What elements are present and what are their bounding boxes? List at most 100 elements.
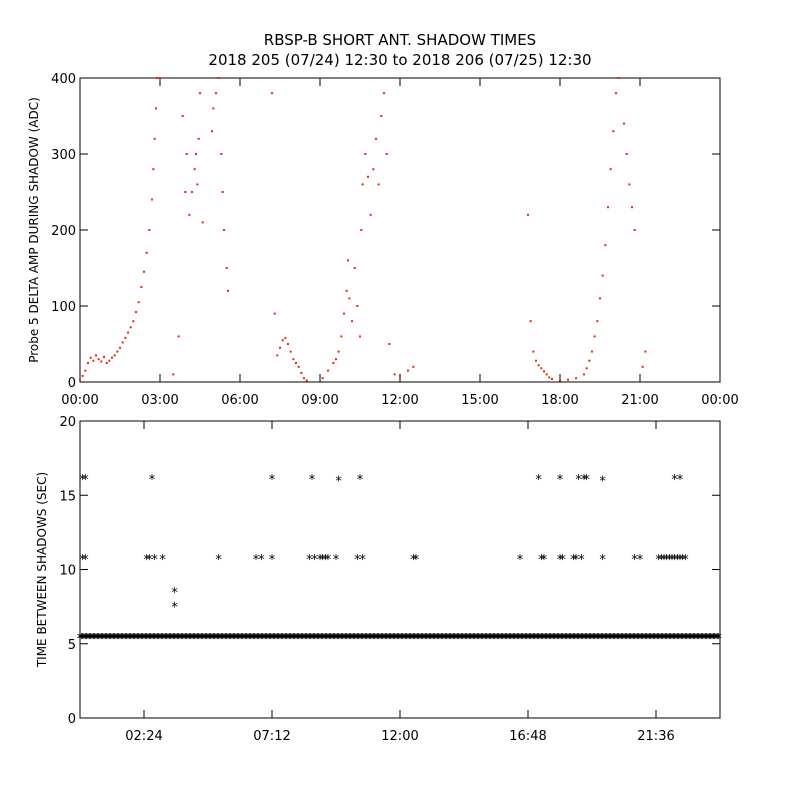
panel-1-y-tick-label: 400	[51, 72, 76, 87]
panel-2-baseline-point: *	[277, 632, 284, 647]
panel-2-data-point: *	[306, 553, 313, 568]
panel-2-baseline-point: *	[399, 632, 406, 647]
panel-2-baseline-point: *	[273, 632, 280, 647]
panel-2-baseline-point: *	[410, 632, 417, 647]
panel-2-baseline-point: *	[625, 632, 632, 647]
panel-2-baseline-point: *	[390, 632, 397, 647]
panel-2-data-point: *	[171, 586, 178, 601]
panel-1-data-point	[625, 153, 628, 155]
panel-2-baseline-point: *	[223, 632, 230, 647]
panel-2-baseline-point: *	[650, 632, 657, 647]
panel-2-baseline-point: *	[590, 632, 597, 647]
panel-2-baseline-point: *	[690, 632, 697, 647]
panel-2-baseline-point: *	[97, 632, 104, 647]
panel-2-baseline-point: *	[659, 632, 666, 647]
panel-2-baseline-point: *	[137, 632, 144, 647]
panel-2-baseline-point: *	[601, 632, 608, 647]
panel-2-baseline-point: *	[603, 632, 610, 647]
panel-1-data-point	[585, 367, 588, 370]
panel-1-data-point	[281, 339, 284, 342]
panel-2-baseline-point: *	[145, 632, 152, 647]
panel-2-baseline-point: *	[442, 632, 449, 647]
panel-2-baseline-point: *	[409, 632, 416, 647]
panel-1-data-point	[351, 320, 353, 323]
panel-1-data-point	[399, 374, 401, 377]
panel-2-baseline-point: *	[577, 632, 584, 647]
panel-2-baseline-point: *	[127, 632, 134, 647]
panel-2-data-point: *	[658, 553, 665, 568]
panel-2-baseline-point: *	[669, 632, 676, 647]
panel-2-baseline-point: *	[329, 632, 336, 647]
panel-2-baseline-point: *	[83, 632, 90, 647]
panel-1-data-point	[372, 168, 375, 171]
panel-2-baseline-point: *	[151, 632, 158, 647]
panel-1-data-point	[623, 122, 625, 125]
panel-2-baseline-point: *	[227, 632, 234, 647]
panel-2-data-point: *	[538, 553, 545, 568]
panel-2-baseline-point: *	[615, 632, 622, 647]
panel-1-data-point	[289, 350, 292, 353]
panel-2-baseline-point: *	[171, 632, 178, 647]
panel-2-baseline-point: *	[275, 632, 282, 647]
panel-2-data-point: *	[143, 553, 150, 568]
panel-2-baseline-point: *	[309, 632, 316, 647]
panel-1-data-point	[385, 153, 388, 155]
panel-2-baseline-point: *	[291, 632, 298, 647]
panel-2-baseline-point: *	[545, 632, 552, 647]
panel-2-y-tick-label: 10	[59, 564, 76, 579]
panel-2-baseline-point: *	[327, 632, 334, 647]
panel-2-baseline-point: *	[361, 632, 368, 647]
panel-2-baseline-point: *	[165, 632, 172, 647]
panel-1-data-point	[201, 221, 204, 224]
panel-2-baseline-point: *	[243, 632, 250, 647]
panel-2-baseline-point: *	[455, 632, 462, 647]
panel-1-data-point	[327, 369, 329, 372]
panel-2-baseline-point: *	[314, 632, 321, 647]
panel-2-baseline-point: *	[479, 632, 486, 647]
panel-2-baseline-point: *	[175, 632, 182, 647]
panel-1-data-point	[217, 77, 220, 79]
panel-2-baseline-point: *	[658, 632, 665, 647]
panel-1-data-point	[353, 267, 356, 269]
panel-1-data-point	[641, 365, 644, 368]
panel-2-baseline-point: *	[302, 632, 309, 647]
panel-2-baseline-point: *	[117, 632, 124, 647]
panel-2-baseline-point: *	[130, 632, 137, 647]
panel-2-data-point: *	[319, 553, 326, 568]
panel-2-baseline-point: *	[654, 632, 661, 647]
panel-2-baseline-point: *	[715, 632, 722, 647]
panel-2-baseline-point: *	[385, 632, 392, 647]
panel-2-baseline-point: *	[222, 632, 229, 647]
panel-2-data-point: *	[559, 553, 566, 568]
panel-2-baseline-point: *	[553, 632, 560, 647]
panel-1-data-point	[337, 350, 340, 353]
panel-1-data-point	[559, 379, 561, 382]
panel-2-baseline-point: *	[513, 632, 520, 647]
panel-2-data-point: *	[215, 553, 222, 568]
panel-2-baseline-point: *	[583, 632, 590, 647]
panel-2-baseline-point: *	[89, 632, 96, 647]
panel-2-baseline-point: *	[542, 632, 549, 647]
panel-2-baseline-point: *	[474, 632, 481, 647]
panel-2-baseline-point: *	[295, 632, 302, 647]
panel-1-data-point	[297, 365, 300, 368]
panel-2-baseline-point: *	[711, 632, 718, 647]
panel-2-baseline-point: *	[546, 632, 553, 647]
panel-1-data-point	[383, 92, 385, 95]
panel-2-baseline-point: *	[407, 632, 414, 647]
panel-1-y-tick-label: 100	[51, 300, 76, 315]
panel-2-baseline-point: *	[319, 632, 326, 647]
panel-1-data-point	[543, 370, 545, 373]
panel-2-baseline-point: *	[405, 632, 412, 647]
panel-2-baseline-point: *	[290, 632, 297, 647]
panel-2-baseline-point: *	[335, 632, 342, 647]
panel-2-baseline-point: *	[653, 632, 660, 647]
panel-2-baseline-point: *	[177, 632, 184, 647]
panel-2-baseline-point: *	[586, 632, 593, 647]
panel-2-baseline-point: *	[411, 632, 418, 647]
panel-2-baseline-point: *	[167, 632, 174, 647]
panel-2-data-point: *	[663, 553, 670, 568]
panel-2-baseline-point: *	[395, 632, 402, 647]
panel-1-data-point	[227, 289, 229, 292]
panel-2-baseline-point: *	[217, 632, 224, 647]
